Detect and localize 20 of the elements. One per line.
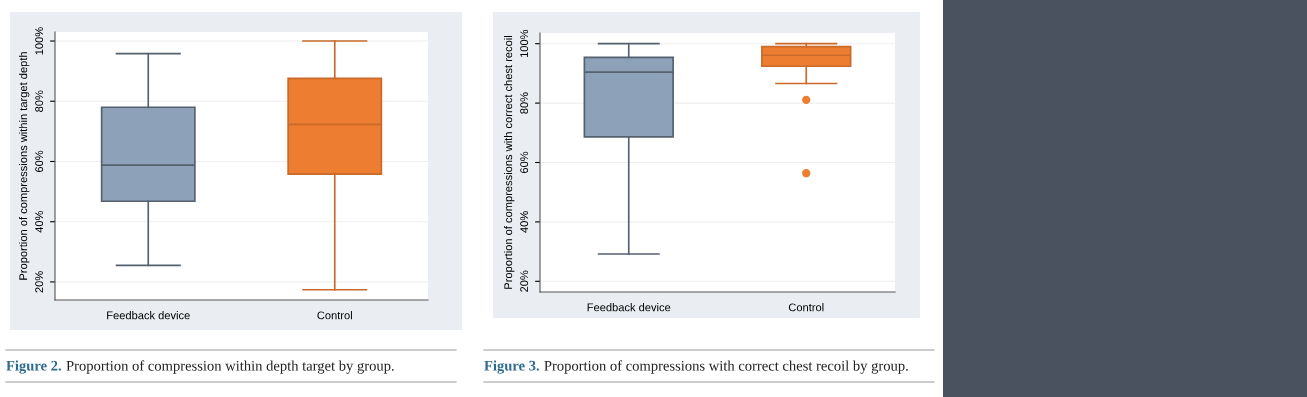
x-tick-label: Control <box>788 303 824 312</box>
y-tick-label: 100% <box>520 29 529 58</box>
y-tick-label: 60% <box>35 150 44 173</box>
y-tick-label: 40% <box>520 211 529 233</box>
x-tick-label: Feedback device <box>107 311 190 320</box>
x-tick-label: Feedback device <box>587 303 671 312</box>
y-axis-title: Proportion of compressions with correct chest recoil <box>504 36 515 289</box>
y-axis-title: Proportion of compressions within target depth <box>19 52 30 280</box>
y-tick-label: 80% <box>35 90 44 112</box>
y-tick-label: 20% <box>35 271 44 293</box>
y-tick-label: 100% <box>35 27 44 55</box>
caption: Figure 3. <box>484 360 539 374</box>
x-tick-label: Control <box>317 311 352 320</box>
text: Proportion of compressions with correct chest recoil by group. <box>544 360 908 374</box>
caption: Figure 2. <box>6 360 61 374</box>
text: Proportion of compression within depth target by group. <box>66 360 394 374</box>
y-tick-label: 80% <box>520 92 529 114</box>
y-tick-label: 60% <box>520 151 529 174</box>
y-tick-label: 40% <box>35 210 44 233</box>
y-tick-label: 20% <box>520 270 529 292</box>
